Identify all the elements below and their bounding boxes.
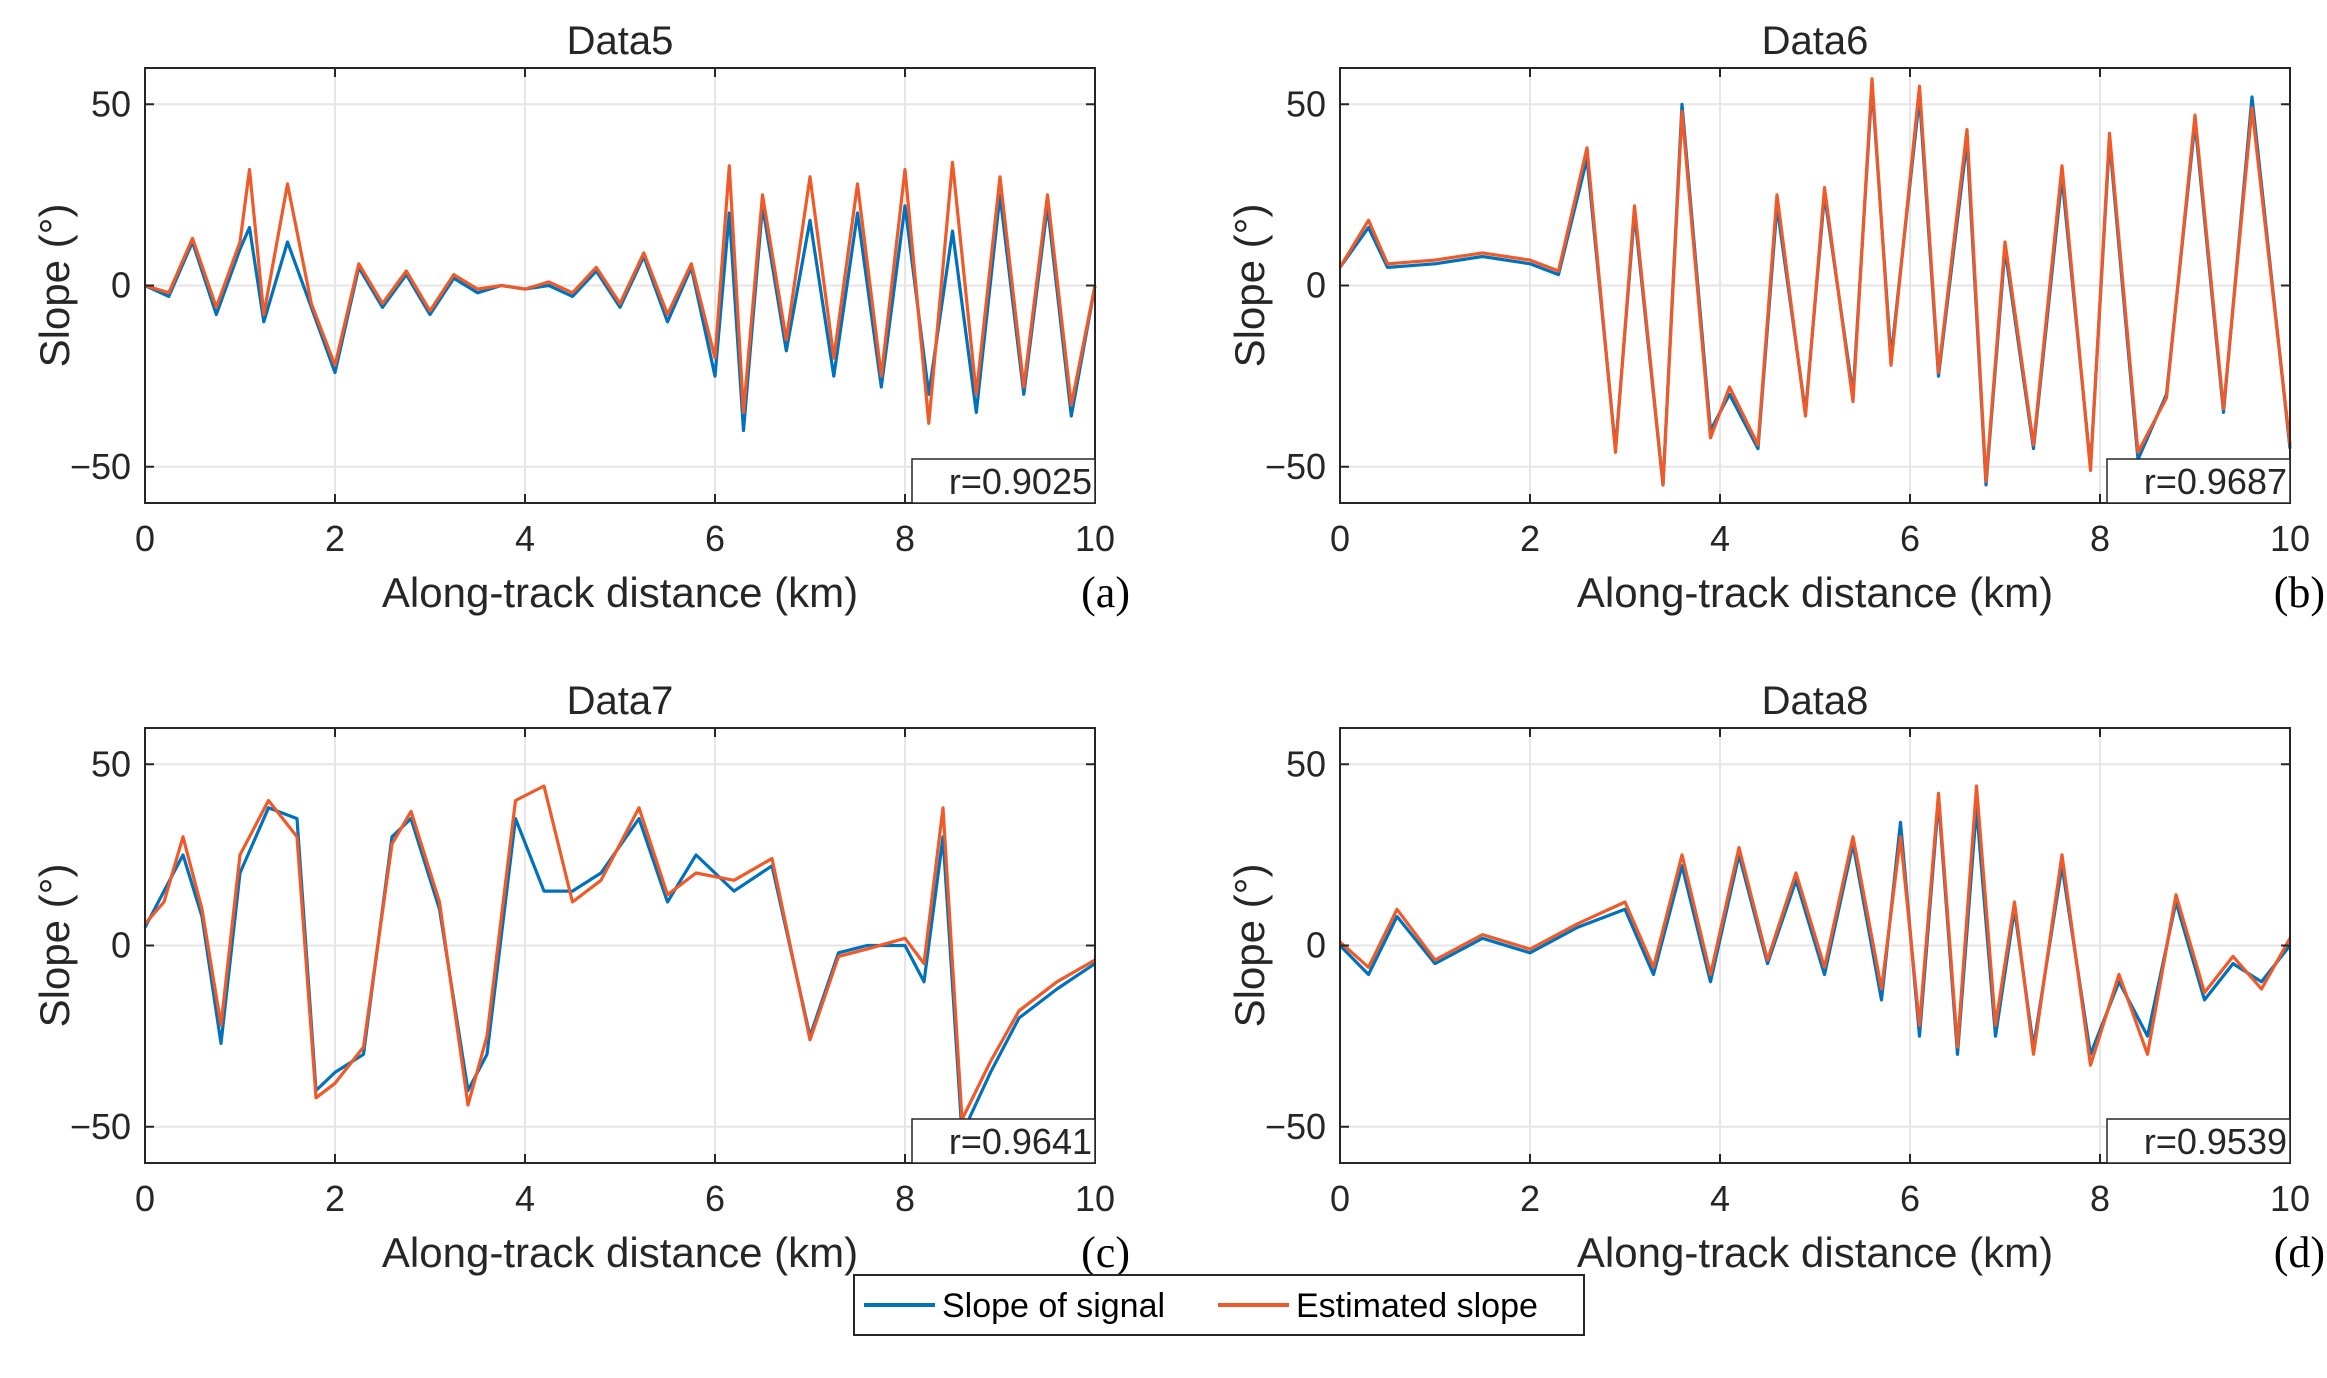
y-axis-label: Slope (°) bbox=[1226, 864, 1273, 1028]
x-axis-label: Along-track distance (km) bbox=[382, 569, 858, 616]
y-tick-label: −50 bbox=[1265, 1106, 1326, 1147]
panel-label: (a) bbox=[1081, 568, 1130, 617]
chart-title: Data6 bbox=[1762, 19, 1869, 63]
x-tick-label: 4 bbox=[515, 1178, 535, 1219]
x-tick-label: 6 bbox=[1900, 1178, 1920, 1219]
series-estimated-line bbox=[143, 784, 1096, 1122]
x-axis-label: Along-track distance (km) bbox=[382, 1229, 858, 1276]
x-tick-label: 6 bbox=[705, 518, 725, 559]
x-tick-label: 2 bbox=[325, 518, 345, 559]
y-tick-label: 0 bbox=[111, 265, 131, 306]
y-tick-label: 0 bbox=[1306, 265, 1326, 306]
x-tick-label: 2 bbox=[1520, 518, 1540, 559]
x-tick-label: 4 bbox=[1710, 1178, 1730, 1219]
correlation-box bbox=[2106, 1118, 2291, 1164]
chart-title: Data5 bbox=[567, 19, 674, 63]
correlation-annotation: r=0.9025 bbox=[911, 458, 1096, 504]
x-tick-label: 2 bbox=[1520, 1178, 1540, 1219]
x-tick-label: 0 bbox=[1330, 1178, 1350, 1219]
y-tick-label: −50 bbox=[70, 1106, 131, 1147]
x-tick-label: 2 bbox=[325, 1178, 345, 1219]
correlation-box bbox=[911, 458, 1096, 504]
y-tick-label: −50 bbox=[70, 446, 131, 487]
correlation-value: r=0.9539 bbox=[2144, 1121, 2287, 1162]
series-signal-line bbox=[143, 806, 1096, 1136]
x-tick-label: 10 bbox=[2270, 518, 2310, 559]
x-tick-label: 0 bbox=[1330, 518, 1350, 559]
x-tick-label: 10 bbox=[1075, 1178, 1115, 1219]
y-axis-label: Slope (°) bbox=[31, 204, 78, 368]
x-tick-label: 4 bbox=[1710, 518, 1730, 559]
x-tick-label: 0 bbox=[135, 518, 155, 559]
x-tick-label: 10 bbox=[2270, 1178, 2310, 1219]
x-tick-label: 4 bbox=[515, 518, 535, 559]
panel-label: (c) bbox=[1081, 1228, 1130, 1277]
correlation-value: r=0.9025 bbox=[949, 461, 1092, 502]
correlation-annotation: r=0.9687 bbox=[2106, 458, 2291, 504]
x-tick-label: 6 bbox=[705, 1178, 725, 1219]
x-tick-label: 8 bbox=[895, 1178, 915, 1219]
panel-label: (d) bbox=[2274, 1228, 2325, 1277]
y-tick-label: 50 bbox=[91, 743, 131, 784]
series-signal-line bbox=[144, 193, 1097, 433]
correlation-value: r=0.9687 bbox=[2144, 461, 2287, 502]
correlation-value: r=0.9641 bbox=[949, 1121, 1092, 1162]
y-axis-label: Slope (°) bbox=[31, 864, 78, 1028]
legend-estimated-label: Estimated slope bbox=[1296, 1287, 1538, 1325]
x-tick-label: 8 bbox=[2090, 518, 2110, 559]
legend: Slope of signal Estimated slope bbox=[853, 1274, 1585, 1336]
y-tick-label: 0 bbox=[111, 925, 131, 966]
x-axis-label: Along-track distance (km) bbox=[1577, 1229, 2053, 1276]
x-tick-label: 8 bbox=[2090, 1178, 2110, 1219]
x-tick-label: 8 bbox=[895, 518, 915, 559]
series-estimated-line bbox=[1338, 784, 2292, 1067]
correlation-box bbox=[911, 1118, 1096, 1164]
chart-title: Data7 bbox=[567, 679, 674, 723]
legend-signal-label: Slope of signal bbox=[942, 1287, 1165, 1325]
y-tick-label: 0 bbox=[1306, 925, 1326, 966]
y-axis-label: Slope (°) bbox=[1226, 204, 1273, 368]
x-tick-label: 0 bbox=[135, 1178, 155, 1219]
y-tick-label: 50 bbox=[1286, 83, 1326, 124]
y-tick-label: 50 bbox=[91, 83, 131, 124]
x-tick-label: 10 bbox=[1075, 518, 1115, 559]
correlation-annotation: r=0.9539 bbox=[2106, 1118, 2291, 1164]
correlation-box bbox=[2106, 458, 2291, 504]
panel-label: (b) bbox=[2274, 568, 2325, 617]
chart-title: Data8 bbox=[1762, 679, 1869, 723]
x-tick-label: 6 bbox=[1900, 518, 1920, 559]
y-tick-label: −50 bbox=[1265, 446, 1326, 487]
series-estimated-line bbox=[1338, 77, 2292, 487]
correlation-annotation: r=0.9641 bbox=[911, 1118, 1096, 1164]
series-estimated-line bbox=[144, 160, 1097, 425]
y-tick-label: 50 bbox=[1286, 743, 1326, 784]
x-axis-label: Along-track distance (km) bbox=[1577, 569, 2053, 616]
